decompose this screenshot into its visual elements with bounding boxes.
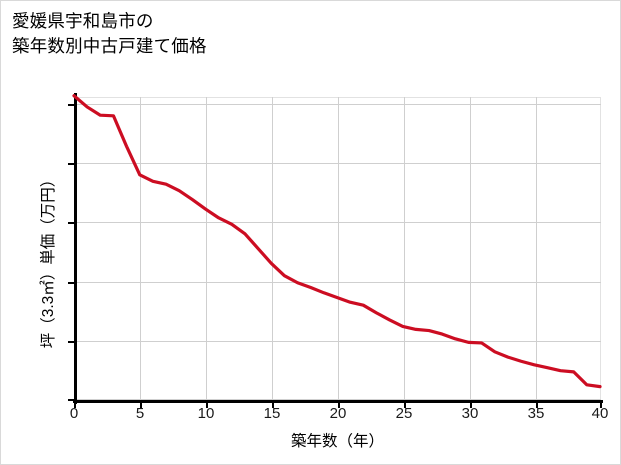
ytick-mark-70 [68,104,74,106]
xtick-label-15: 15 [263,405,281,422]
xtick-mark-20 [338,403,340,408]
ytick-mark-20 [68,399,74,401]
xtick-label-0: 0 [69,405,79,422]
gridline-x-20 [338,97,339,400]
xtick-label-20: 20 [329,405,347,422]
xtick-label-25: 25 [395,405,413,422]
xtick-mark-25 [404,403,406,408]
xtick-label-40: 40 [591,405,609,422]
y-axis-label: 坪（3.3㎡）単価（万円） [40,171,57,349]
gridline-x-35 [536,97,537,400]
plot-border-right [600,97,601,400]
xtick-label-35: 35 [527,405,545,422]
gridline-x-15 [272,97,273,400]
xtick-label-10: 10 [197,405,215,422]
gridline-x-30 [470,97,471,400]
xtick-mark-10 [206,403,208,408]
ytick-mark-40 [68,282,74,284]
xtick-mark-5 [140,403,142,408]
xtick-label-30: 30 [461,405,479,422]
xtick-mark-40 [600,403,602,408]
ytick-mark-60 [68,163,74,165]
ytick-mark-50 [68,222,74,224]
xtick-mark-30 [470,403,472,408]
y-axis-spine [74,93,77,404]
gridline-x-5 [140,97,141,400]
xtick-label-5: 5 [135,405,145,422]
x-axis-spine [73,400,603,403]
gridline-x-10 [206,97,207,400]
xtick-mark-35 [536,403,538,408]
xtick-mark-15 [272,403,274,408]
gridline-y-20 [74,399,601,400]
x-axis-label: 築年数（年） [290,433,384,450]
ytick-mark-30 [68,341,74,343]
xtick-mark-0 [74,403,76,408]
page-title: 愛媛県宇和島市の 築年数別中古戸建て価格 [12,11,207,56]
series-line-坪単価 [72,94,602,389]
gridline-x-25 [404,97,405,400]
